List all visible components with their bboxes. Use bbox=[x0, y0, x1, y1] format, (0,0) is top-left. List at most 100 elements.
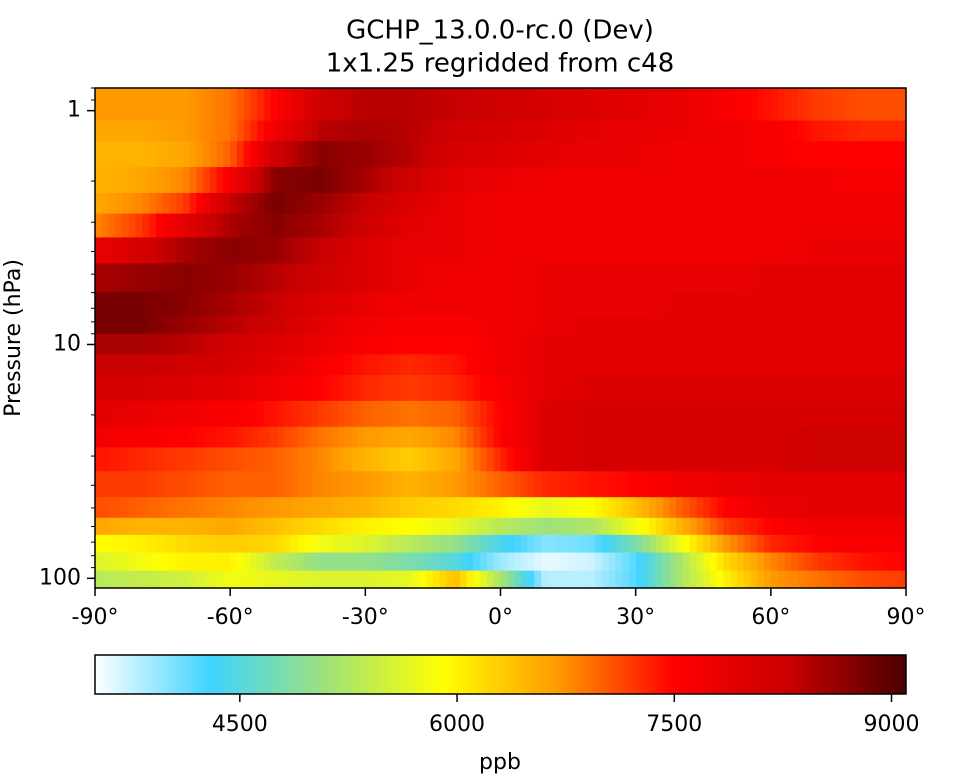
heatmap-cell bbox=[95, 534, 103, 553]
heatmap-cell bbox=[608, 140, 616, 168]
heatmap-cell bbox=[270, 88, 279, 121]
heatmap-cell bbox=[182, 166, 191, 193]
heatmap-cell bbox=[547, 166, 556, 193]
heatmap-cell bbox=[750, 353, 758, 375]
heatmap-cell bbox=[892, 374, 900, 401]
heatmap-cell bbox=[541, 88, 549, 121]
heatmap-cell bbox=[284, 400, 292, 427]
heatmap-cell bbox=[324, 262, 333, 292]
heatmap-cell bbox=[797, 166, 806, 193]
heatmap-cell bbox=[581, 353, 589, 375]
heatmap-cell bbox=[676, 140, 684, 168]
heatmap-cell bbox=[858, 236, 867, 264]
heatmap-cell bbox=[669, 353, 677, 375]
heatmap-cell bbox=[622, 570, 630, 589]
heatmap-cell bbox=[838, 119, 846, 142]
heatmap-cell bbox=[324, 374, 333, 401]
heatmap-cell bbox=[872, 140, 880, 168]
heatmap-cell bbox=[764, 470, 772, 498]
heatmap-cell bbox=[196, 374, 204, 401]
heatmap-cell bbox=[696, 291, 704, 316]
heatmap-cell bbox=[838, 400, 846, 427]
heatmap-cell bbox=[196, 496, 204, 518]
heatmap-cell bbox=[737, 166, 745, 193]
heatmap-cell bbox=[405, 119, 414, 142]
heatmap-cell bbox=[791, 262, 799, 292]
heatmap-cell bbox=[622, 353, 630, 375]
heatmap-cell bbox=[804, 400, 812, 427]
heatmap-cell bbox=[601, 315, 610, 334]
heatmap-cell bbox=[108, 353, 116, 375]
heatmap-cell bbox=[453, 470, 461, 498]
heatmap-cell bbox=[209, 166, 218, 193]
heatmap-cell bbox=[588, 166, 596, 193]
heatmap-cell bbox=[662, 470, 671, 498]
heatmap-cell bbox=[527, 496, 535, 518]
heatmap-cell bbox=[588, 374, 596, 401]
heatmap-cell bbox=[345, 262, 353, 292]
heatmap-cell bbox=[878, 551, 887, 571]
heatmap-cell bbox=[730, 470, 738, 498]
heatmap-cell bbox=[122, 333, 130, 355]
heatmap-cell bbox=[243, 551, 252, 571]
heatmap-cell bbox=[682, 570, 691, 589]
heatmap-cell bbox=[500, 166, 508, 193]
heatmap-cell bbox=[838, 374, 846, 401]
heatmap-cell bbox=[710, 446, 718, 472]
heatmap-cell bbox=[297, 534, 306, 553]
heatmap-cell bbox=[662, 426, 671, 448]
heatmap-cell bbox=[804, 212, 812, 238]
heatmap-cell bbox=[622, 400, 630, 427]
heatmap-cell bbox=[527, 570, 535, 589]
heatmap-cell bbox=[574, 291, 583, 316]
heatmap-cell bbox=[480, 236, 488, 264]
heatmap-cell bbox=[615, 333, 623, 355]
heatmap-cell bbox=[196, 570, 204, 589]
heatmap-cell bbox=[791, 534, 799, 553]
heatmap-cell bbox=[155, 551, 164, 571]
heatmap-cell bbox=[527, 236, 535, 264]
heatmap-cell bbox=[797, 517, 806, 535]
heatmap-cell bbox=[453, 551, 461, 571]
heatmap-cell bbox=[682, 212, 691, 238]
heatmap-cell bbox=[331, 166, 339, 193]
heatmap-cell bbox=[777, 236, 785, 264]
heatmap-cell bbox=[797, 88, 806, 121]
heatmap-cell bbox=[696, 551, 704, 571]
heatmap-cell bbox=[791, 119, 799, 142]
heatmap-cell bbox=[128, 291, 137, 316]
heatmap-cell bbox=[155, 119, 164, 142]
heatmap-cell bbox=[453, 119, 461, 142]
heatmap-cell bbox=[858, 192, 867, 214]
heatmap-cell bbox=[412, 426, 420, 448]
heatmap-cell bbox=[628, 426, 637, 448]
heatmap-cell bbox=[831, 333, 840, 355]
heatmap-cell bbox=[581, 192, 589, 214]
heatmap-cell bbox=[257, 496, 265, 518]
heatmap-cell bbox=[122, 517, 130, 535]
heatmap-cell bbox=[426, 166, 434, 193]
heatmap-cell bbox=[568, 236, 576, 264]
heatmap-cell bbox=[351, 400, 360, 427]
heatmap-cell bbox=[399, 470, 407, 498]
heatmap-cell bbox=[453, 496, 461, 518]
heatmap-cell bbox=[169, 262, 177, 292]
heatmap-cell bbox=[757, 353, 765, 375]
heatmap-cell bbox=[405, 236, 414, 264]
heatmap-cell bbox=[331, 446, 339, 472]
heatmap-cell bbox=[811, 446, 819, 472]
heatmap-cell bbox=[770, 119, 779, 142]
heatmap-cell bbox=[811, 140, 819, 168]
heatmap-cell bbox=[777, 291, 785, 316]
heatmap-cell bbox=[453, 426, 461, 448]
heatmap-cell bbox=[777, 551, 785, 571]
heatmap-cell bbox=[459, 236, 468, 264]
heatmap-cell bbox=[845, 291, 853, 316]
heatmap-cell bbox=[608, 400, 616, 427]
heatmap-cell bbox=[601, 192, 610, 214]
heatmap-cell bbox=[345, 236, 353, 264]
heatmap-cell bbox=[899, 446, 907, 472]
heatmap-cell bbox=[858, 426, 867, 448]
heatmap-cell bbox=[216, 291, 225, 316]
heatmap-cell bbox=[811, 400, 819, 427]
